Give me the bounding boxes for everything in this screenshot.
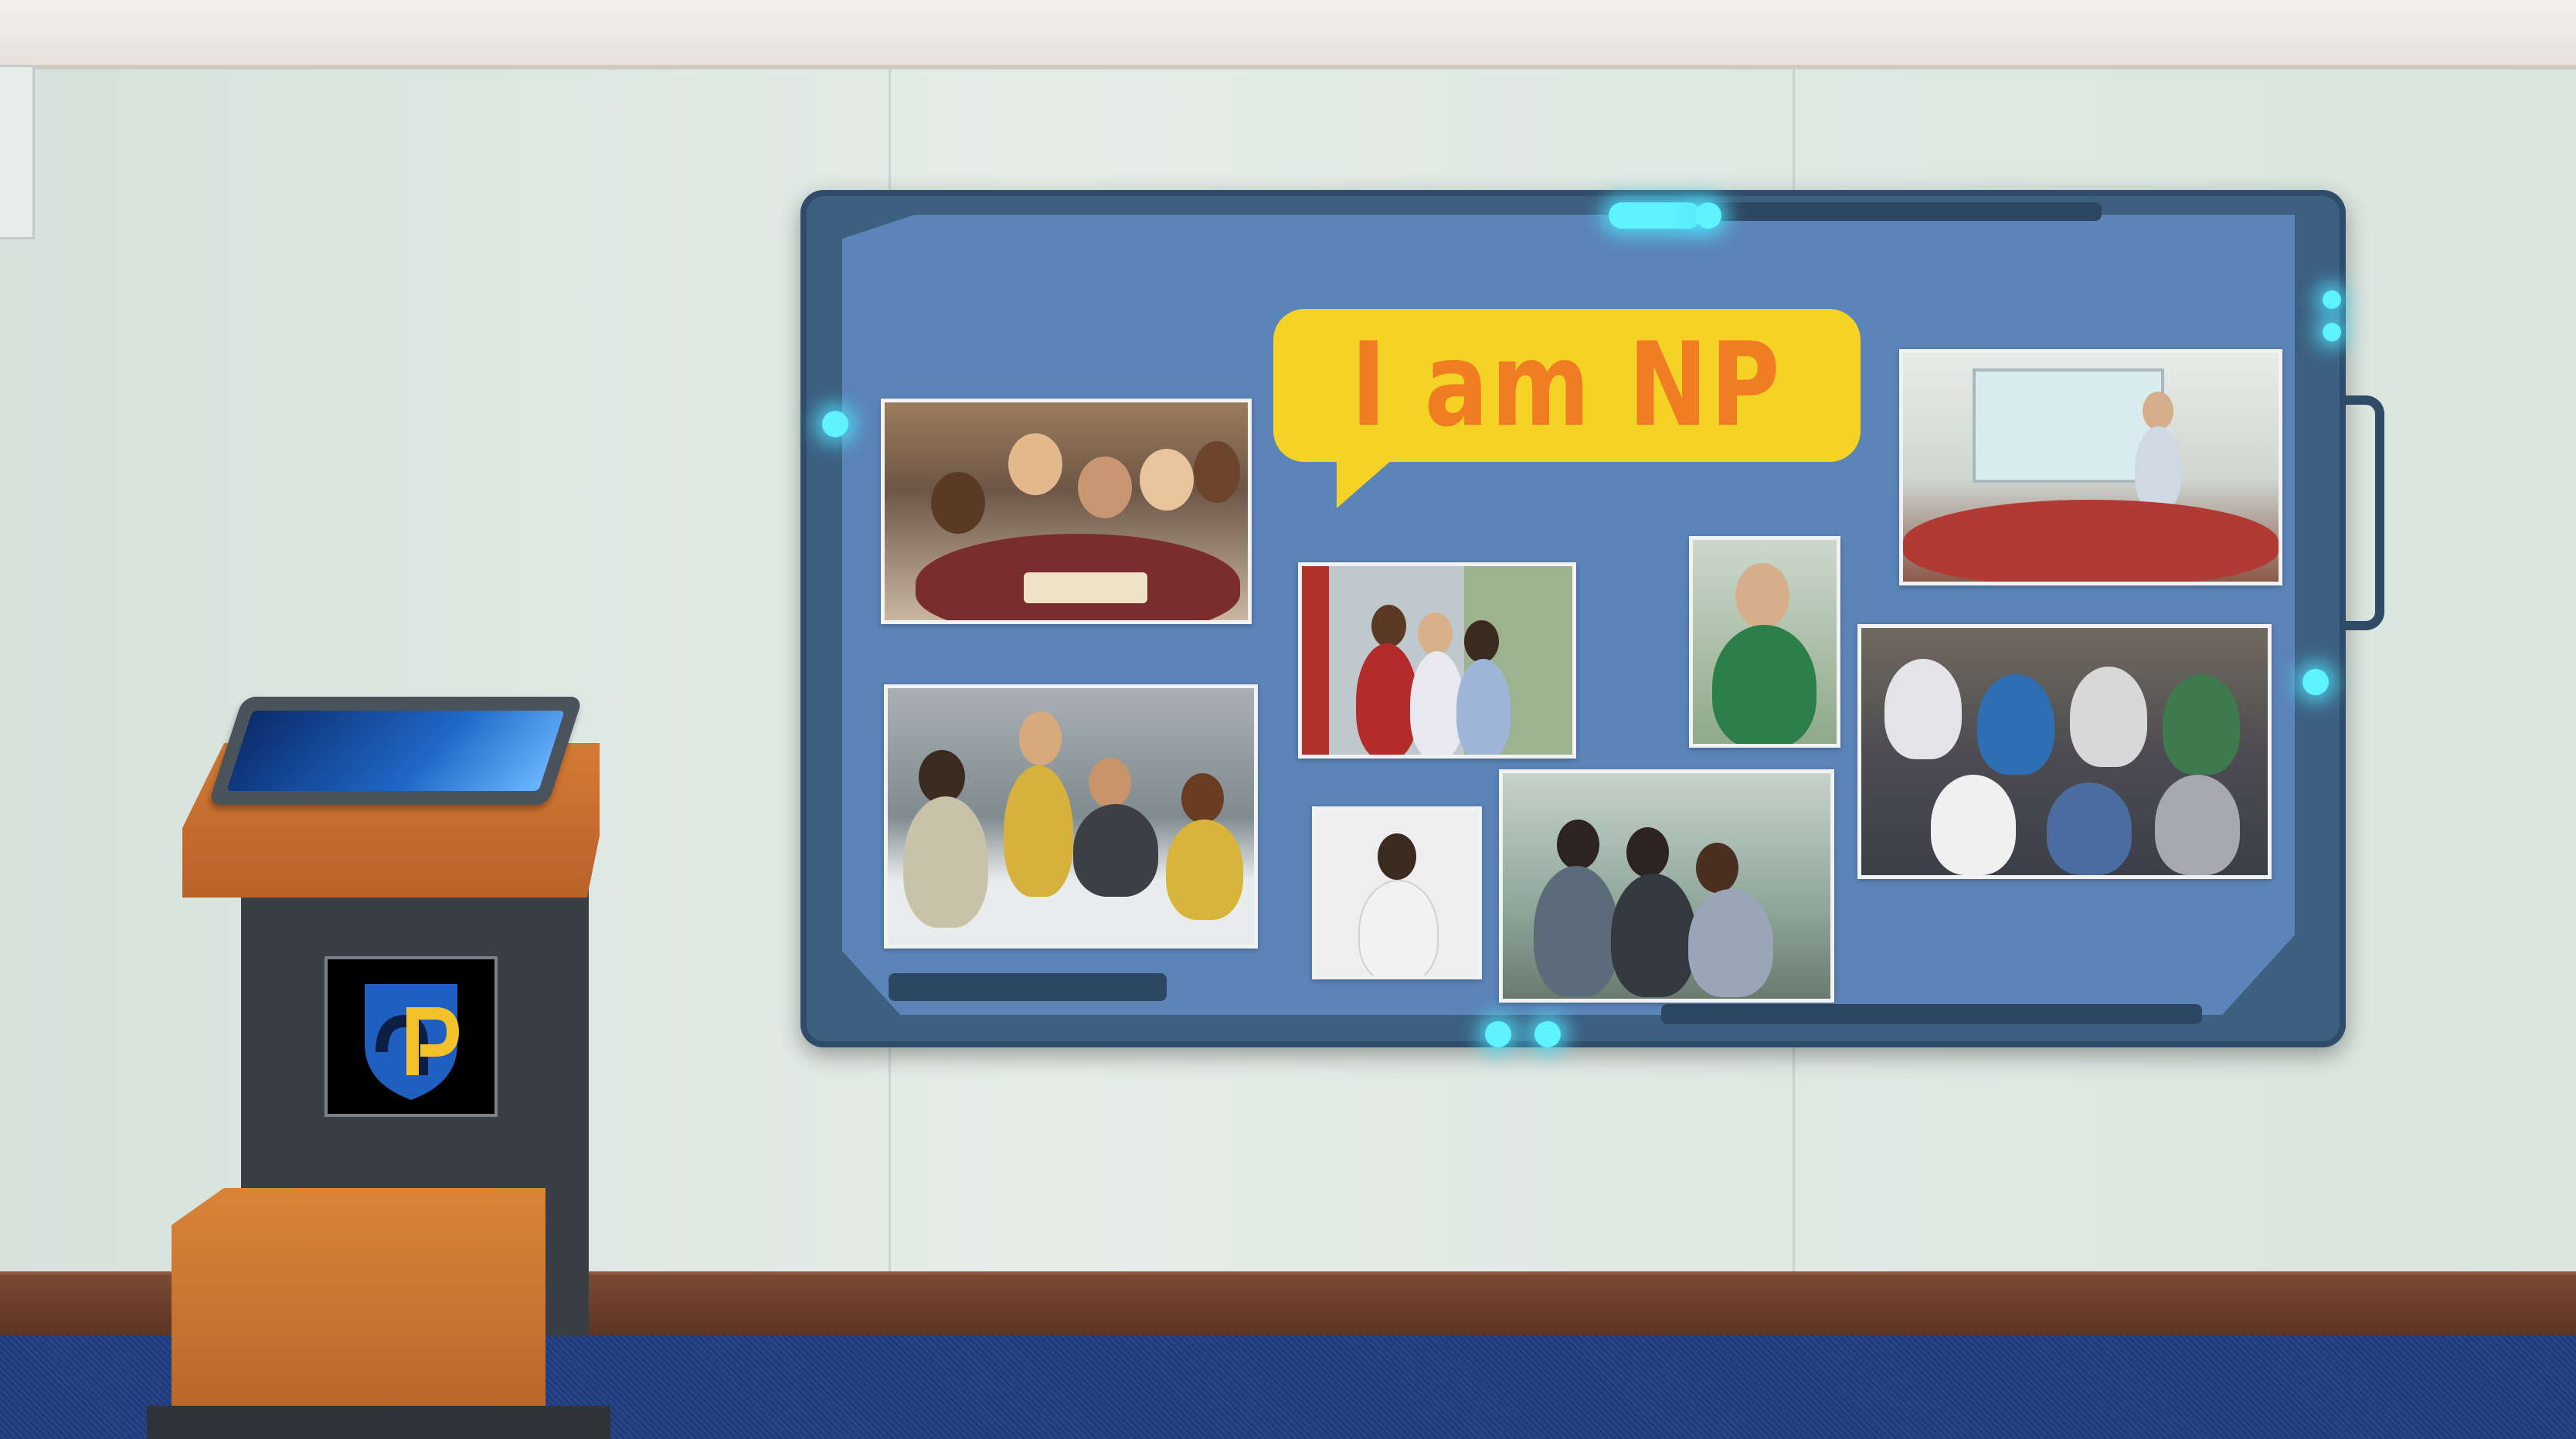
- glow-light-icon: [2323, 290, 2341, 309]
- board-title: I am NP: [1351, 318, 1783, 453]
- glow-light-icon: [1695, 202, 1721, 229]
- wall-vent: [0, 65, 35, 239]
- speech-bubble-tail: [1337, 454, 1398, 508]
- glow-light-icon: [1534, 1021, 1561, 1047]
- glow-light-icon: [2323, 323, 2341, 341]
- speech-bubble: I am NP: [1273, 309, 1861, 462]
- photo-students-laptops-outdoors[interactable]: [1499, 769, 1834, 1003]
- board-trim: [889, 973, 1167, 1001]
- photo-students-group-circle[interactable]: [1857, 624, 2272, 879]
- board-trim: [1700, 202, 2102, 221]
- photo-student-backpack[interactable]: [1312, 806, 1482, 979]
- photo-classroom-presentation[interactable]: [1899, 349, 2282, 585]
- board-trim: [1661, 1004, 2202, 1024]
- photo-students-outdoors[interactable]: [1298, 562, 1576, 759]
- glow-light-icon: [2302, 669, 2329, 695]
- ceiling: [0, 0, 2576, 70]
- kiosk-logo-panel: [325, 956, 498, 1117]
- glow-light-icon: [1609, 202, 1701, 229]
- photo-students-reading[interactable]: [881, 399, 1252, 624]
- np-shield-logo-icon: [365, 984, 460, 1100]
- glow-light-icon: [1485, 1021, 1511, 1047]
- kiosk-touchscreen[interactable]: [208, 697, 583, 805]
- photo-student-green-shirt[interactable]: [1689, 536, 1840, 748]
- glow-light-icon: [822, 411, 848, 437]
- kiosk-foot: [147, 1406, 610, 1439]
- board-handle: [2341, 395, 2384, 630]
- windows-desktop-icon: [226, 711, 565, 791]
- kiosk-base: [172, 1188, 545, 1420]
- photo-students-library-table[interactable]: [884, 684, 1258, 949]
